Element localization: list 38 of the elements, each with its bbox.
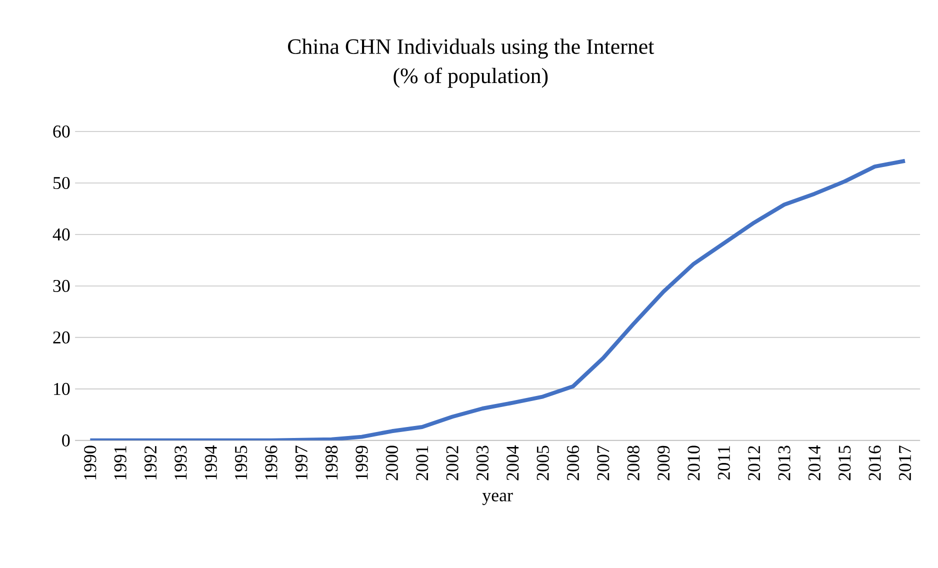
x-tick-label: 2006 bbox=[566, 446, 580, 480]
x-tick-label: 1996 bbox=[265, 446, 278, 480]
x-tick-label: 2017 bbox=[898, 446, 912, 480]
x-tick-label: 1990 bbox=[84, 446, 96, 480]
x-tick-label: 2008 bbox=[627, 446, 640, 480]
x-tick-label: 2014 bbox=[808, 445, 820, 480]
x-tick-label: 2016 bbox=[868, 446, 881, 480]
y-tick-label: 10 bbox=[54, 382, 70, 395]
y-tick-label: 30 bbox=[53, 280, 70, 292]
x-tick-label: 1999 bbox=[356, 446, 368, 480]
x-tick-label: 2003 bbox=[476, 446, 489, 480]
y-tick-label: 50 bbox=[53, 176, 70, 190]
x-tick-label: 1991 bbox=[114, 446, 126, 480]
x-tick-label: 1997 bbox=[295, 446, 308, 480]
x-tick-label: 2000 bbox=[386, 446, 398, 480]
chart-subtitle: (% of population) bbox=[394, 68, 548, 88]
x-tick-label: 2002 bbox=[446, 446, 458, 480]
x-axis-title: year bbox=[482, 492, 513, 506]
x-tick-label: 2007 bbox=[597, 446, 610, 480]
x-tick-label: 2011 bbox=[718, 446, 730, 480]
x-tick-label: 2010 bbox=[688, 446, 700, 480]
x-tick-label: 1995 bbox=[235, 446, 248, 480]
x-tick-label: 2015 bbox=[838, 446, 851, 480]
x-tick-label: 1998 bbox=[326, 446, 338, 480]
x-tick-label: 2012 bbox=[748, 446, 760, 480]
y-tick-label: 0 bbox=[62, 434, 70, 446]
y-tick-label: 40 bbox=[52, 228, 70, 241]
x-tick-label: 1992 bbox=[144, 446, 157, 480]
y-tick-label: 20 bbox=[53, 331, 70, 344]
y-tick-label: 60 bbox=[53, 125, 70, 138]
x-tick-label: 2013 bbox=[778, 446, 790, 480]
x-tick-label: 2004 bbox=[506, 445, 519, 480]
x-tick-label: 1993 bbox=[174, 446, 187, 480]
x-tick-label: 1994 bbox=[204, 445, 217, 480]
x-tick-label: 2001 bbox=[416, 446, 428, 480]
x-tick-label: 2009 bbox=[657, 446, 670, 480]
chart-title: China CHN Individuals using the Internet bbox=[288, 38, 654, 59]
x-tick-label: 2005 bbox=[536, 446, 549, 480]
